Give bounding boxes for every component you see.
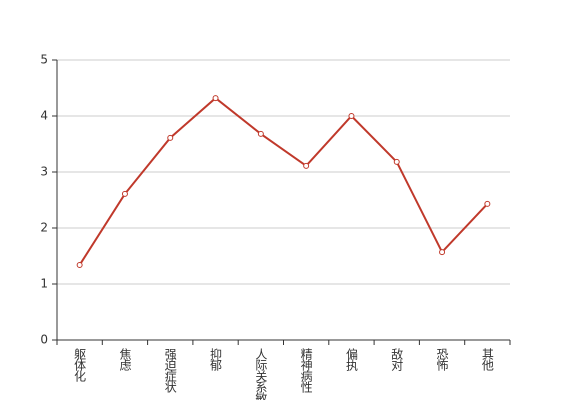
- x-tick-label: 躯体化: [73, 347, 87, 383]
- x-tick-label: 抑郁: [209, 347, 223, 372]
- point: [76, 261, 83, 268]
- x-tick-label: 恐怖: [435, 348, 449, 371]
- x-tick-label: 偏执: [344, 347, 358, 372]
- point: [484, 200, 491, 207]
- y-tick-label: 3: [40, 165, 48, 179]
- point: [167, 134, 174, 141]
- y-tick-label: 4: [40, 109, 48, 123]
- x-tick-label: 其他: [480, 348, 494, 371]
- x-tick-label: 敌对: [390, 347, 404, 371]
- y-tick-label: 2: [40, 221, 48, 235]
- point: [257, 130, 264, 137]
- point: [393, 158, 400, 165]
- point: [303, 162, 310, 169]
- point: [439, 249, 446, 256]
- y-tick-label: 5: [40, 53, 48, 67]
- point: [212, 95, 219, 102]
- x-tick-label: 焦虑: [118, 348, 132, 371]
- y-tick-label: 1: [40, 277, 48, 291]
- x-tick-label: 强迫症状: [163, 348, 177, 393]
- line: [78, 96, 489, 266]
- point: [121, 190, 128, 197]
- x-tick-label: 精神病性: [299, 348, 313, 394]
- y-tick-label: 0: [40, 333, 48, 347]
- point: [348, 113, 355, 119]
- x-tick-label: 人际关系敏感: [254, 348, 268, 400]
